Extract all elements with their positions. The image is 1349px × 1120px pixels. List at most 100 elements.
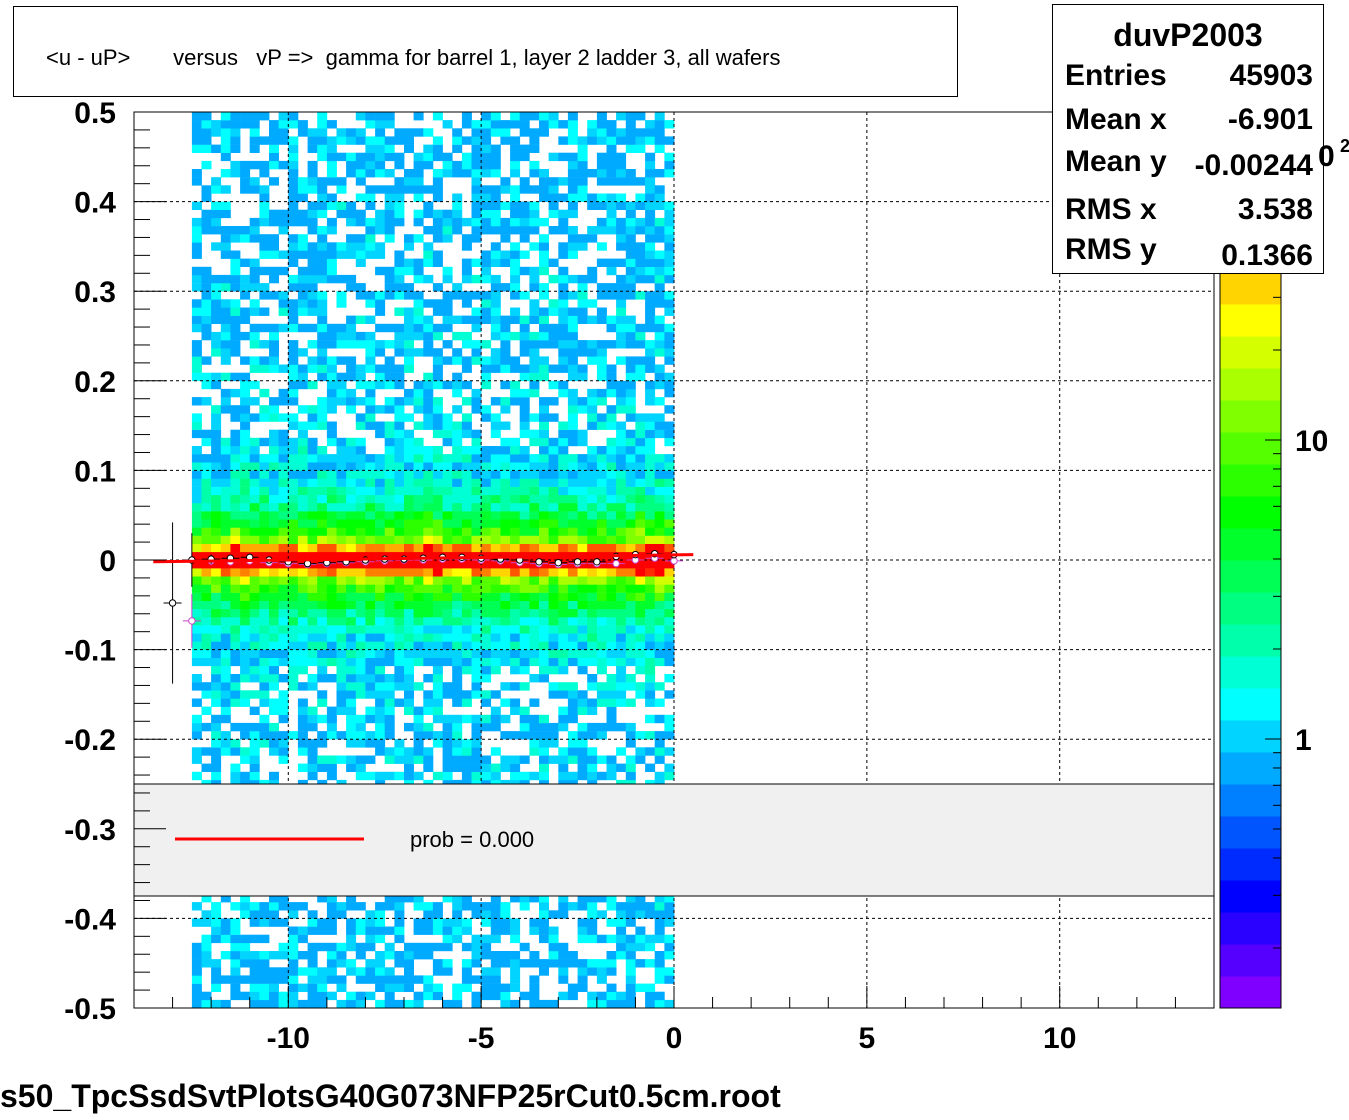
heatmap-cell	[664, 633, 675, 642]
heatmap-cell	[510, 560, 521, 569]
heatmap-cell	[645, 177, 656, 186]
heatmap-cell	[654, 682, 665, 691]
heatmap-cell	[461, 657, 472, 667]
heatmap-cell	[471, 959, 482, 968]
heatmap-cell	[211, 307, 222, 316]
heatmap-cell	[616, 201, 627, 210]
heatmap-cell	[288, 551, 299, 561]
heatmap-cell	[307, 551, 318, 561]
heatmap-cell	[365, 242, 376, 251]
heatmap-cell	[481, 625, 492, 634]
heatmap-cell	[307, 682, 318, 691]
heatmap-cell	[606, 690, 617, 699]
heatmap-cell	[297, 217, 308, 227]
heatmap-cell	[413, 617, 424, 626]
heatmap-cell	[211, 934, 222, 944]
heatmap-cell	[587, 136, 598, 145]
heatmap-cell	[404, 446, 414, 455]
heatmap-cell	[664, 503, 675, 512]
heatmap-cell	[452, 535, 463, 544]
heatmap-cell	[664, 975, 675, 984]
heatmap-cell	[606, 340, 617, 349]
heatmap-cell	[404, 551, 414, 561]
heatmap-cell	[471, 600, 482, 610]
heatmap-cell	[288, 576, 299, 585]
heatmap-cell	[654, 747, 665, 756]
heatmap-cell	[201, 144, 212, 153]
heatmap-cell	[346, 706, 357, 715]
heatmap-cell	[326, 405, 337, 414]
heatmap-cell	[635, 511, 646, 520]
heatmap-cell	[558, 503, 569, 512]
heatmap-cell	[529, 242, 540, 251]
heatmap-cell	[587, 454, 598, 463]
heatmap-cell	[442, 160, 453, 170]
heatmap-cell	[558, 519, 569, 528]
heatmap-cell	[201, 209, 212, 219]
heatmap-cell	[269, 951, 279, 960]
heatmap-cell	[442, 462, 453, 471]
heatmap-cell	[191, 975, 202, 984]
heatmap-cell	[577, 527, 588, 536]
heatmap-cell	[510, 983, 521, 992]
heatmap-cell	[539, 454, 549, 463]
heatmap-cell	[471, 576, 482, 585]
heatmap-cell	[278, 991, 289, 1001]
heatmap-cell	[606, 388, 617, 398]
heatmap-cell	[510, 397, 521, 406]
heatmap-cell	[645, 568, 656, 577]
heatmap-cell	[230, 991, 241, 1001]
heatmap-cell	[220, 136, 231, 145]
heatmap-cell	[548, 999, 559, 1009]
heatmap-cell	[500, 446, 511, 455]
heatmap-cell	[461, 551, 472, 561]
heatmap-cell	[654, 633, 665, 642]
heatmap-cell	[606, 380, 617, 390]
heatmap-cell	[645, 470, 656, 479]
heatmap-cell	[442, 551, 453, 561]
heatmap-cell	[404, 283, 414, 292]
heatmap-cell	[664, 674, 675, 683]
heatmap-cell	[635, 690, 646, 699]
heatmap-cell	[606, 519, 617, 528]
heatmap-cell	[442, 600, 453, 610]
heatmap-cell	[297, 454, 308, 463]
heatmap-cell	[326, 902, 337, 911]
heatmap-cell	[355, 731, 366, 740]
heatmap-cell	[616, 226, 627, 235]
heatmap-cell	[375, 226, 386, 235]
heatmap-cell	[423, 299, 434, 308]
heatmap-cell	[432, 405, 443, 414]
heatmap-cell	[481, 511, 492, 520]
heatmap-cell	[269, 511, 279, 520]
heatmap-cell	[191, 323, 202, 333]
stats-value: 0.1366	[1221, 239, 1313, 272]
heatmap-cell	[201, 494, 212, 504]
heatmap-cell	[317, 608, 328, 618]
heatmap-cell	[220, 226, 231, 235]
heatmap-cell	[288, 665, 299, 675]
heatmap-cell	[654, 543, 665, 553]
heatmap-cell	[461, 967, 472, 976]
heatmap-cell	[423, 951, 434, 960]
heatmap-cell	[326, 226, 337, 235]
heatmap-cell	[529, 388, 540, 398]
heatmap-cell	[461, 926, 472, 935]
heatmap-cell	[355, 413, 366, 422]
heatmap-cell	[606, 608, 617, 618]
heatmap-cell	[481, 698, 492, 707]
heatmap-cell	[404, 967, 414, 976]
heatmap-cell	[529, 128, 540, 137]
heatmap-cell	[297, 592, 308, 601]
heatmap-cell	[297, 120, 308, 129]
heatmap-cell	[191, 421, 202, 430]
heatmap-cell	[220, 633, 231, 642]
heatmap-cell	[490, 226, 501, 235]
heatmap-cell	[365, 959, 376, 968]
heatmap-cell	[616, 951, 627, 960]
heatmap-cell	[587, 494, 598, 504]
heatmap-cell	[442, 894, 453, 903]
heatmap-cell	[442, 926, 453, 935]
heatmap-cell	[317, 372, 328, 382]
heatmap-cell	[539, 486, 549, 496]
